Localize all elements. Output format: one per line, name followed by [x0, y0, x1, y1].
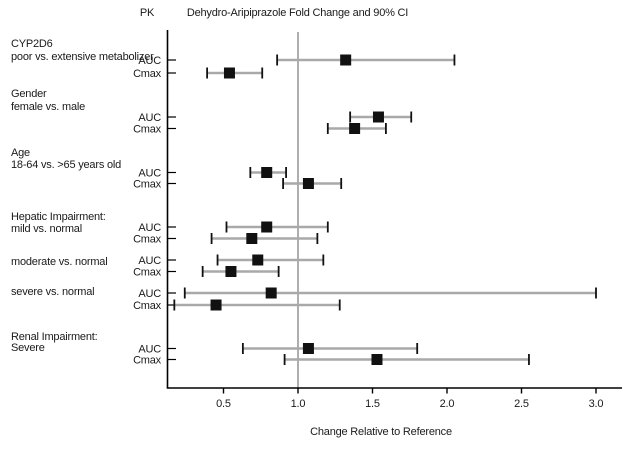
estimate-marker: [371, 354, 383, 365]
pk-column-header: PK: [139, 7, 155, 19]
row-param-label: Cmax: [133, 267, 162, 279]
row-param-label: AUC: [138, 55, 161, 67]
row-param-label: AUC: [138, 222, 161, 234]
group-label-line: CYP2D6: [11, 38, 53, 50]
x-tick-label: 2.0: [440, 398, 455, 410]
row-param-label: AUC: [138, 344, 161, 356]
row-param-label: Cmax: [133, 179, 162, 191]
estimate-marker: [265, 287, 277, 299]
group-label-line: Gender: [11, 88, 47, 100]
row-param-label: Cmax: [133, 124, 162, 136]
estimate-marker: [261, 167, 273, 178]
group-label-line: mild vs. normal: [11, 223, 82, 235]
row-param-label: Cmax: [133, 355, 162, 367]
estimate-marker: [340, 54, 352, 66]
estimate-marker: [302, 178, 314, 189]
group-label-line: severe vs. normal: [11, 286, 94, 298]
group-label-line: Renal Impairment:: [11, 331, 98, 343]
estimate-marker: [372, 111, 384, 123]
row-param-label: Cmax: [133, 68, 162, 80]
row-param-label: AUC: [138, 288, 161, 300]
group-label-line: 18-64 vs. >65 years old: [11, 159, 121, 171]
x-axis-title: Change Relative to Reference: [310, 426, 452, 438]
row-param-label: AUC: [138, 112, 161, 124]
x-tick-label: 2.5: [514, 398, 529, 410]
estimate-marker: [246, 233, 258, 244]
group-label-line: poor vs. extensive metabolizer: [11, 51, 154, 63]
estimate-marker: [261, 221, 273, 233]
estimate-marker: [252, 254, 264, 266]
estimate-marker: [349, 123, 361, 134]
estimate-marker: [225, 266, 237, 277]
x-tick-label: 1.0: [291, 398, 306, 410]
row-param-label: AUC: [138, 168, 161, 180]
x-tick-label: 3.0: [589, 398, 604, 410]
row-param-label: Cmax: [133, 234, 162, 246]
estimate-marker: [302, 343, 314, 354]
group-label-line: Hepatic Impairment:: [11, 211, 106, 223]
x-tick-label: 1.5: [365, 398, 380, 410]
group-label-line: Severe: [11, 342, 45, 354]
x-tick-label: 0.5: [216, 398, 231, 410]
group-label-line: female vs. male: [11, 101, 85, 113]
row-param-label: AUC: [138, 255, 161, 267]
row-param-label: Cmax: [133, 300, 162, 312]
group-label-line: Age: [11, 147, 30, 159]
estimate-marker: [223, 67, 235, 79]
chart-title: Dehydro-Aripiprazole Fold Change and 90%…: [186, 7, 409, 19]
group-label-line: moderate vs. normal: [11, 256, 107, 268]
estimate-marker: [210, 299, 222, 311]
